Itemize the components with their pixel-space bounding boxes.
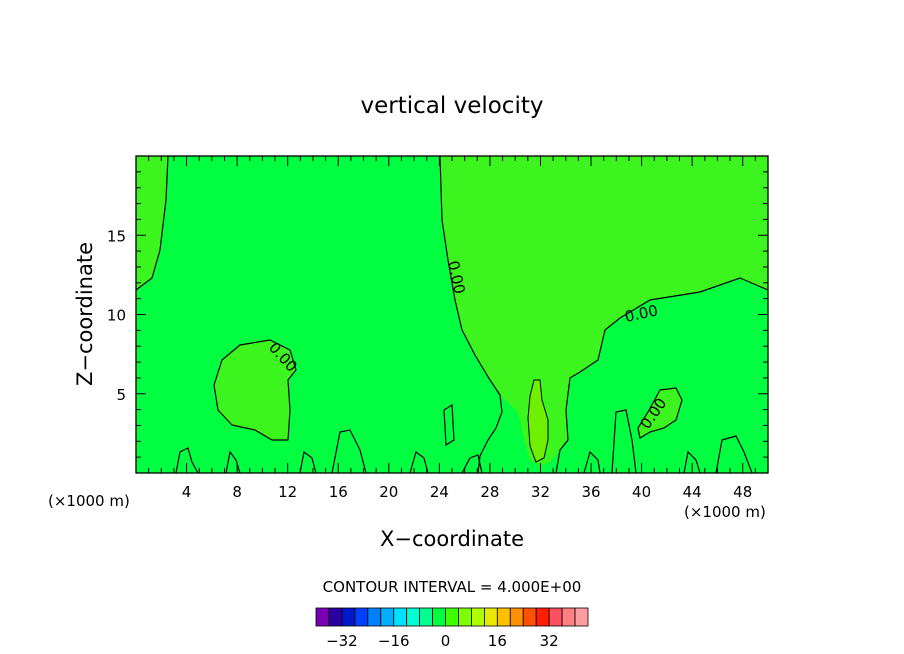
y-axis-label: Z−coordinate <box>73 242 97 386</box>
colorbar-swatch <box>341 607 356 627</box>
colorbar-swatch <box>328 607 343 627</box>
colorbar-tick-label: 16 <box>488 632 507 650</box>
x-tick-label: 36 <box>581 483 600 501</box>
contour-interval-text: CONTOUR INTERVAL = 4.000E+00 <box>323 578 582 596</box>
updraft-core <box>527 379 549 463</box>
x-axis-label: X−coordinate <box>380 527 524 551</box>
y-axis-ticks: 5 10 15 <box>107 171 768 458</box>
x-unit-label-left: (×1000 m) <box>48 492 130 510</box>
x-tick-label: 20 <box>379 483 398 501</box>
x-tick-label: 16 <box>329 483 348 501</box>
contour-line-right <box>555 277 769 474</box>
colorbar-swatch <box>367 607 382 627</box>
x-tick-label: 32 <box>531 483 550 501</box>
colorbar-swatch <box>354 607 369 627</box>
chart-title: vertical velocity <box>361 93 544 119</box>
colorbar-ticks: −32 −16 0 16 32 <box>326 632 559 650</box>
positive-region-left-blob <box>214 340 296 440</box>
x-tick-label: 12 <box>278 483 297 501</box>
colorbar-swatch <box>393 607 408 627</box>
colorbar-swatch <box>406 607 421 627</box>
colorbar-swatch <box>419 607 433 627</box>
contour-line-left-blob <box>213 339 297 441</box>
x-tick-label: 4 <box>182 483 192 501</box>
colorbar-swatch <box>380 607 395 627</box>
contour-line-upper-left <box>135 155 169 291</box>
colorbar <box>315 607 589 627</box>
contour-line-center <box>439 155 503 474</box>
positive-region-upper-center <box>440 156 768 466</box>
x-axis-ticks: 4 8 12 16 20 24 28 32 36 40 44 48 <box>148 156 756 501</box>
colorbar-tick-label: 32 <box>540 632 559 650</box>
x-tick-label: 24 <box>430 483 449 501</box>
x-tick-label: 48 <box>733 483 752 501</box>
colorbar-swatch <box>509 607 524 627</box>
colorbar-swatch <box>471 607 485 627</box>
contour-line-bottom-noise <box>175 403 753 474</box>
plot-area: 0.00 0.00 0.00 0.00 4 8 12 16 20 24 28 32 36 40 44… <box>107 155 769 501</box>
colorbar-swatch <box>535 607 550 627</box>
y-tick-label: 10 <box>107 307 126 325</box>
colorbar-tick-label: 0 <box>441 632 451 650</box>
colorbar-swatch <box>548 607 563 627</box>
colorbar-swatch <box>574 607 589 627</box>
colorbar-tick-label: −32 <box>326 632 358 650</box>
x-tick-label: 8 <box>232 483 242 501</box>
colorbar-swatch <box>445 607 459 627</box>
contour-lines <box>135 155 769 474</box>
x-tick-label: 28 <box>480 483 499 501</box>
contour-line-right-blob <box>637 387 683 439</box>
colorbar-tick-label: −16 <box>378 632 410 650</box>
colorbar-swatch <box>458 607 472 627</box>
x-tick-label: 40 <box>632 483 651 501</box>
colorbar-swatch <box>432 607 446 627</box>
colorbar-swatch <box>496 607 511 627</box>
positive-region-right-blob <box>638 388 682 438</box>
colorbar-swatch <box>315 607 330 627</box>
positive-region-upper-left <box>136 156 168 290</box>
y-tick-label: 5 <box>116 386 126 404</box>
y-tick-label: 15 <box>107 227 126 245</box>
x-tick-label: 44 <box>683 483 702 501</box>
colorbar-swatch <box>561 607 576 627</box>
x-unit-label-right: (×1000 m) <box>684 503 766 521</box>
colorbar-swatch <box>483 607 498 627</box>
colorbar-swatch <box>522 607 537 627</box>
